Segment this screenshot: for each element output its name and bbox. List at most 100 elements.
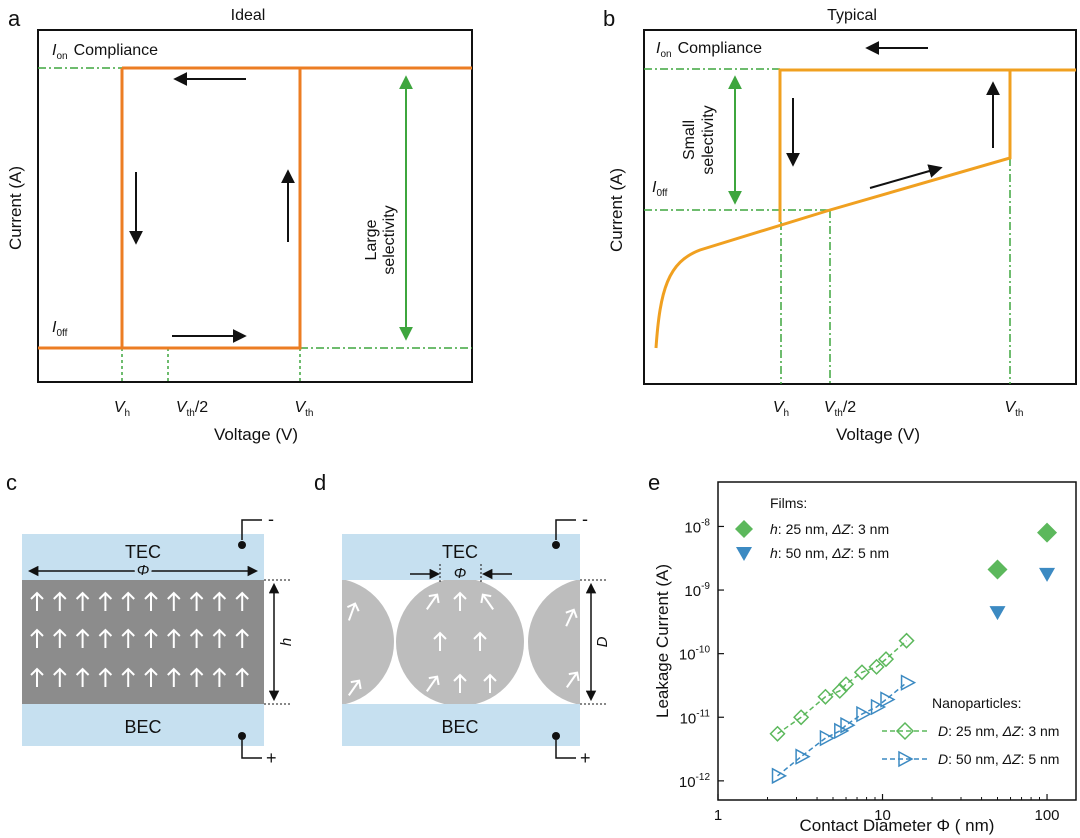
series-line bbox=[777, 682, 908, 777]
data-point bbox=[840, 716, 856, 734]
x-tick-label: 100 bbox=[1035, 807, 1060, 824]
legend-np-marker-2 bbox=[898, 750, 914, 768]
panel-a-ioff-label: I0ff bbox=[52, 319, 68, 339]
panel-label-e: e bbox=[648, 470, 660, 495]
film-polarization-arrow bbox=[121, 667, 135, 687]
film-polarization-arrow bbox=[53, 667, 67, 687]
panel-a-frame bbox=[37, 29, 473, 383]
legend-films-marker-1 bbox=[735, 520, 753, 538]
film-polarization-arrow bbox=[121, 628, 135, 648]
legend-np-entry-1: D: 25 nm, ΔZ: 3 nm bbox=[938, 723, 1059, 739]
panel-a-ylabel: Current (A) bbox=[6, 166, 25, 250]
panel-d-bottom-contact bbox=[552, 732, 560, 740]
panel-a-vth-label: Vth bbox=[294, 399, 313, 419]
panel-d-top-electrode bbox=[342, 534, 580, 580]
data-point bbox=[989, 606, 1006, 621]
legend-films-entry-2: h: 50 nm, ΔZ: 5 nm bbox=[770, 545, 889, 561]
data-point bbox=[877, 651, 895, 668]
panel-b-annotation-1: Small bbox=[681, 120, 698, 160]
panel-b-title: Typical bbox=[827, 7, 877, 24]
panel-d-bottom-electrode bbox=[342, 704, 580, 746]
chart-plot-frame bbox=[717, 481, 1077, 801]
panel-d-nanoparticle-center bbox=[396, 580, 524, 704]
data-point bbox=[771, 767, 788, 785]
panel-b-arrow-right bbox=[869, 164, 943, 189]
panel-b: b Typical Current (A) Voltage (V) Ion Com… bbox=[603, 6, 1077, 444]
film-polarization-arrow bbox=[235, 667, 249, 687]
panel-c-minus: - bbox=[268, 509, 274, 529]
panel-d-top-lead bbox=[555, 519, 576, 540]
film-polarization-arrow bbox=[53, 628, 67, 648]
data-point bbox=[837, 676, 855, 693]
data-point bbox=[898, 632, 915, 649]
panel-b-vth2-label: Vth/2 bbox=[824, 399, 856, 419]
panel-label-c: c bbox=[6, 470, 17, 495]
panel-b-ion-label: Ion Compliance bbox=[656, 40, 762, 60]
film-polarization-arrow bbox=[98, 628, 113, 648]
film-polarization-arrow bbox=[189, 591, 204, 611]
data-point bbox=[1037, 522, 1058, 543]
panel-c-phi-label: Φ bbox=[137, 562, 150, 579]
panel-a-annotation-2: selectivity bbox=[381, 205, 398, 274]
panel-d-polarization-arrows bbox=[346, 591, 580, 696]
film-polarization-arrow bbox=[235, 628, 249, 648]
panel-b-ioff-label: I0ff bbox=[652, 179, 668, 199]
nanoparticle-polarization-arrow bbox=[433, 631, 447, 651]
panel-d-D-label: D bbox=[594, 636, 611, 647]
nanoparticle-polarization-arrow bbox=[480, 593, 494, 610]
nanoparticle-polarization-arrow bbox=[426, 675, 440, 692]
panel-c-h-label: h bbox=[278, 638, 295, 646]
film-polarization-arrow bbox=[98, 667, 113, 687]
chart-points bbox=[769, 522, 1058, 785]
film-polarization-arrow bbox=[144, 667, 158, 687]
data-point bbox=[853, 664, 871, 681]
nanoparticle-polarization-arrow bbox=[346, 602, 360, 621]
panel-a-vth2-label: Vth/2 bbox=[176, 399, 208, 419]
panel-b-frame bbox=[643, 29, 1077, 385]
film-polarization-arrow bbox=[235, 591, 249, 611]
panel-d-nanoparticle-left bbox=[342, 580, 394, 704]
data-point bbox=[769, 725, 786, 742]
film-polarization-arrow bbox=[75, 667, 90, 687]
film-polarization-arrow bbox=[30, 628, 44, 648]
film-polarization-arrow bbox=[189, 628, 204, 648]
panel-d-plus: + bbox=[580, 748, 591, 768]
panel-c-top-lead bbox=[241, 519, 262, 540]
film-polarization-arrow bbox=[75, 591, 90, 611]
data-point bbox=[868, 658, 885, 675]
x-tick-label: 10 bbox=[874, 807, 891, 824]
panel-a-annotation-1: Large bbox=[363, 219, 380, 260]
y-tick-label: 10-10 bbox=[679, 645, 711, 664]
series-line bbox=[777, 640, 908, 735]
data-point bbox=[793, 709, 810, 726]
panel-c-bottom-contact bbox=[238, 732, 246, 740]
panel-b-iv-sweep bbox=[654, 68, 1076, 349]
chart-fit-lines bbox=[777, 640, 908, 777]
data-point bbox=[819, 729, 836, 747]
panel-c-tec-label: TEC bbox=[125, 542, 161, 562]
data-point bbox=[817, 688, 834, 705]
data-point bbox=[987, 559, 1008, 580]
film-polarization-arrow bbox=[121, 591, 135, 611]
legend-np-marker-1 bbox=[895, 721, 915, 741]
panel-a-ion-label: Ion Compliance bbox=[52, 42, 158, 62]
data-point bbox=[870, 698, 887, 716]
film-polarization-arrow bbox=[53, 591, 67, 611]
nanoparticle-polarization-arrow bbox=[483, 673, 497, 693]
panel-d: d TEC BEC Φ D - + bbox=[314, 470, 611, 768]
legend-films-title: Films: bbox=[770, 495, 807, 511]
panel-b-ylabel: Current (A) bbox=[607, 168, 626, 252]
panel-d-minus: - bbox=[582, 509, 588, 529]
chart-x-axis-label: Contact Diameter Φ ( nm) bbox=[800, 816, 995, 835]
data-point bbox=[880, 691, 896, 708]
legend-films-entry-1: h: 25 nm, ΔZ: 3 nm bbox=[770, 521, 889, 537]
nanoparticle-polarization-arrow bbox=[566, 671, 580, 688]
panel-c: c TEC BEC Φ h - + bbox=[6, 470, 295, 768]
panel-c-bottom-lead bbox=[241, 740, 262, 759]
film-polarization-arrow bbox=[167, 628, 181, 648]
panel-b-vh-label: Vh bbox=[773, 399, 789, 419]
data-point bbox=[795, 748, 811, 765]
panel-d-nanoparticle-right bbox=[528, 580, 580, 704]
panel-d-top-contact bbox=[552, 541, 560, 549]
